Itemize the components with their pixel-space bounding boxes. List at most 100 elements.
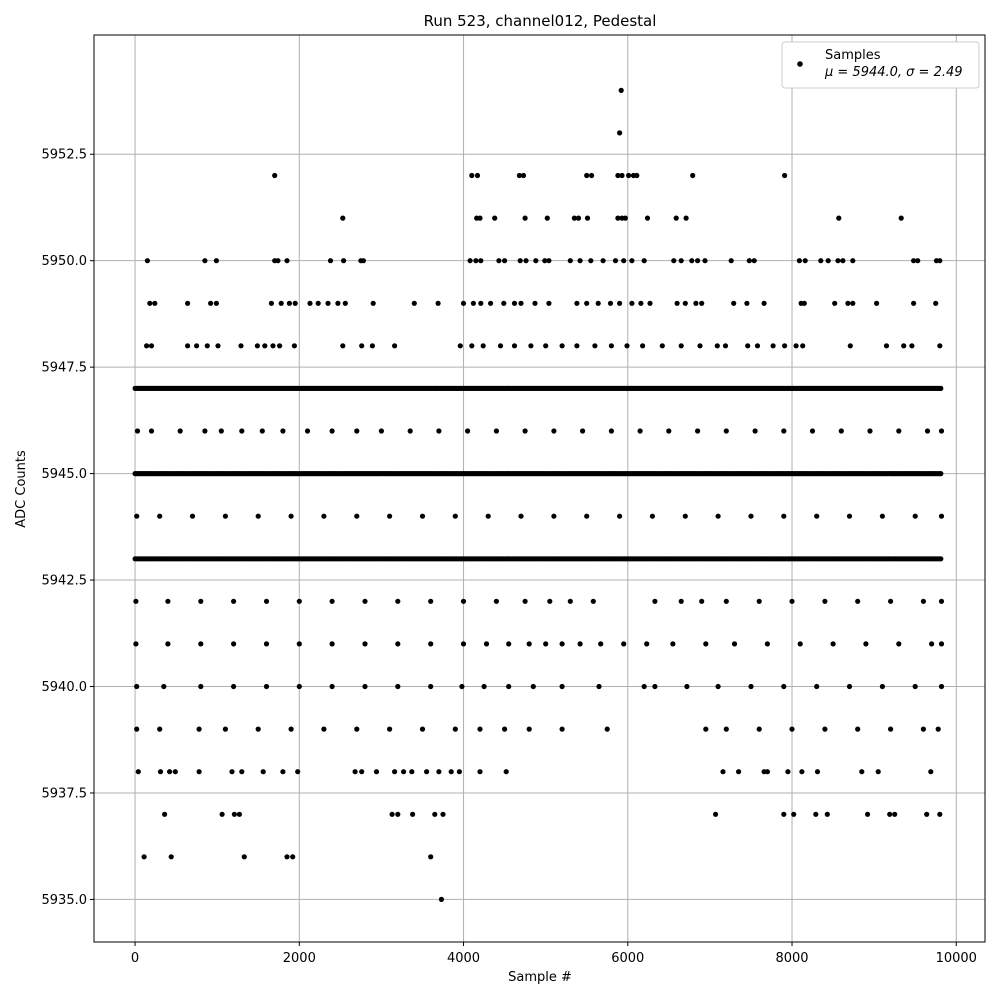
- data-point: [761, 300, 767, 306]
- data-point: [671, 258, 677, 264]
- data-point: [501, 300, 507, 306]
- data-point: [387, 726, 393, 732]
- data-point: [457, 343, 463, 349]
- data-point: [241, 854, 247, 860]
- data-point: [598, 641, 604, 647]
- data-point: [440, 811, 446, 817]
- data-point: [887, 811, 893, 817]
- data-point: [296, 598, 302, 604]
- data-point: [280, 428, 286, 434]
- data-point: [652, 598, 658, 604]
- data-point: [133, 598, 139, 604]
- data-point: [360, 258, 366, 264]
- data-point: [239, 769, 245, 775]
- data-point: [161, 683, 167, 690]
- data-point: [436, 769, 442, 775]
- data-point: [567, 258, 573, 264]
- y-tick-label: 5952.5: [42, 148, 88, 163]
- data-point: [288, 513, 294, 519]
- data-point: [477, 215, 483, 221]
- data-point: [530, 683, 536, 690]
- data-point: [262, 343, 268, 349]
- data-point: [185, 300, 191, 306]
- data-point: [678, 598, 684, 604]
- data-point: [859, 769, 865, 775]
- data-point: [793, 343, 799, 349]
- data-point: [764, 769, 771, 775]
- data-point: [492, 215, 498, 221]
- data-point: [148, 343, 155, 349]
- data-point: [695, 258, 701, 264]
- data-point: [485, 513, 491, 519]
- data-point: [731, 641, 738, 647]
- data-point: [896, 641, 902, 647]
- data-point: [800, 343, 806, 349]
- data-point: [327, 258, 334, 264]
- data-point: [571, 215, 578, 221]
- data-point: [836, 215, 842, 221]
- data-point: [855, 726, 861, 732]
- data-point: [641, 258, 647, 264]
- x-tick-label: 10000: [936, 951, 977, 966]
- data-point: [634, 172, 640, 179]
- data-point: [752, 428, 758, 434]
- data-point: [532, 300, 538, 306]
- data-point: [352, 769, 358, 775]
- data-point: [850, 258, 856, 264]
- data-point: [629, 258, 635, 264]
- data-point: [814, 513, 820, 519]
- data-point: [754, 343, 761, 349]
- data-point: [577, 641, 583, 647]
- data-point: [825, 258, 831, 264]
- data-point: [277, 343, 283, 349]
- data-point: [432, 811, 438, 817]
- data-point: [728, 258, 734, 264]
- data-point: [929, 641, 935, 647]
- data-point: [723, 726, 729, 732]
- data-point: [231, 598, 237, 604]
- data-point: [231, 683, 237, 690]
- data-point: [148, 428, 155, 434]
- y-tick-label: 5950.0: [42, 254, 88, 269]
- data-point: [460, 598, 467, 604]
- data-point: [134, 726, 140, 732]
- data-point: [596, 683, 602, 690]
- data-point: [168, 854, 174, 860]
- data-point: [518, 513, 524, 519]
- axes-frame: [93, 34, 986, 943]
- data-point: [315, 300, 321, 306]
- data-point: [896, 428, 902, 434]
- data-point: [830, 641, 836, 647]
- data-point: [329, 641, 335, 647]
- data-point: [213, 300, 219, 306]
- data-point: [354, 726, 360, 732]
- y-axis-label: ADC Counts: [14, 450, 29, 528]
- data-point: [204, 343, 210, 349]
- data-point: [756, 726, 762, 732]
- data-point: [638, 300, 644, 306]
- data-point: [222, 513, 228, 519]
- data-point: [618, 87, 624, 93]
- data-point: [144, 343, 150, 349]
- data-point: [516, 172, 523, 179]
- data-point: [172, 769, 178, 775]
- data-point: [202, 258, 208, 264]
- data-point: [473, 258, 479, 264]
- data-point: [260, 769, 266, 775]
- data-point: [135, 769, 141, 775]
- data-point: [874, 300, 880, 306]
- data-point: [666, 428, 672, 434]
- data-point: [678, 343, 684, 349]
- data-point: [937, 811, 943, 817]
- data-point: [488, 300, 494, 306]
- data-point: [723, 598, 729, 604]
- data-point: [270, 343, 276, 349]
- data-point: [483, 641, 490, 647]
- data-point: [506, 641, 512, 647]
- data-point: [231, 811, 237, 817]
- data-point: [604, 726, 610, 732]
- data-point: [523, 258, 529, 264]
- data-point: [134, 513, 140, 519]
- data-point: [883, 343, 890, 349]
- data-point: [580, 428, 586, 434]
